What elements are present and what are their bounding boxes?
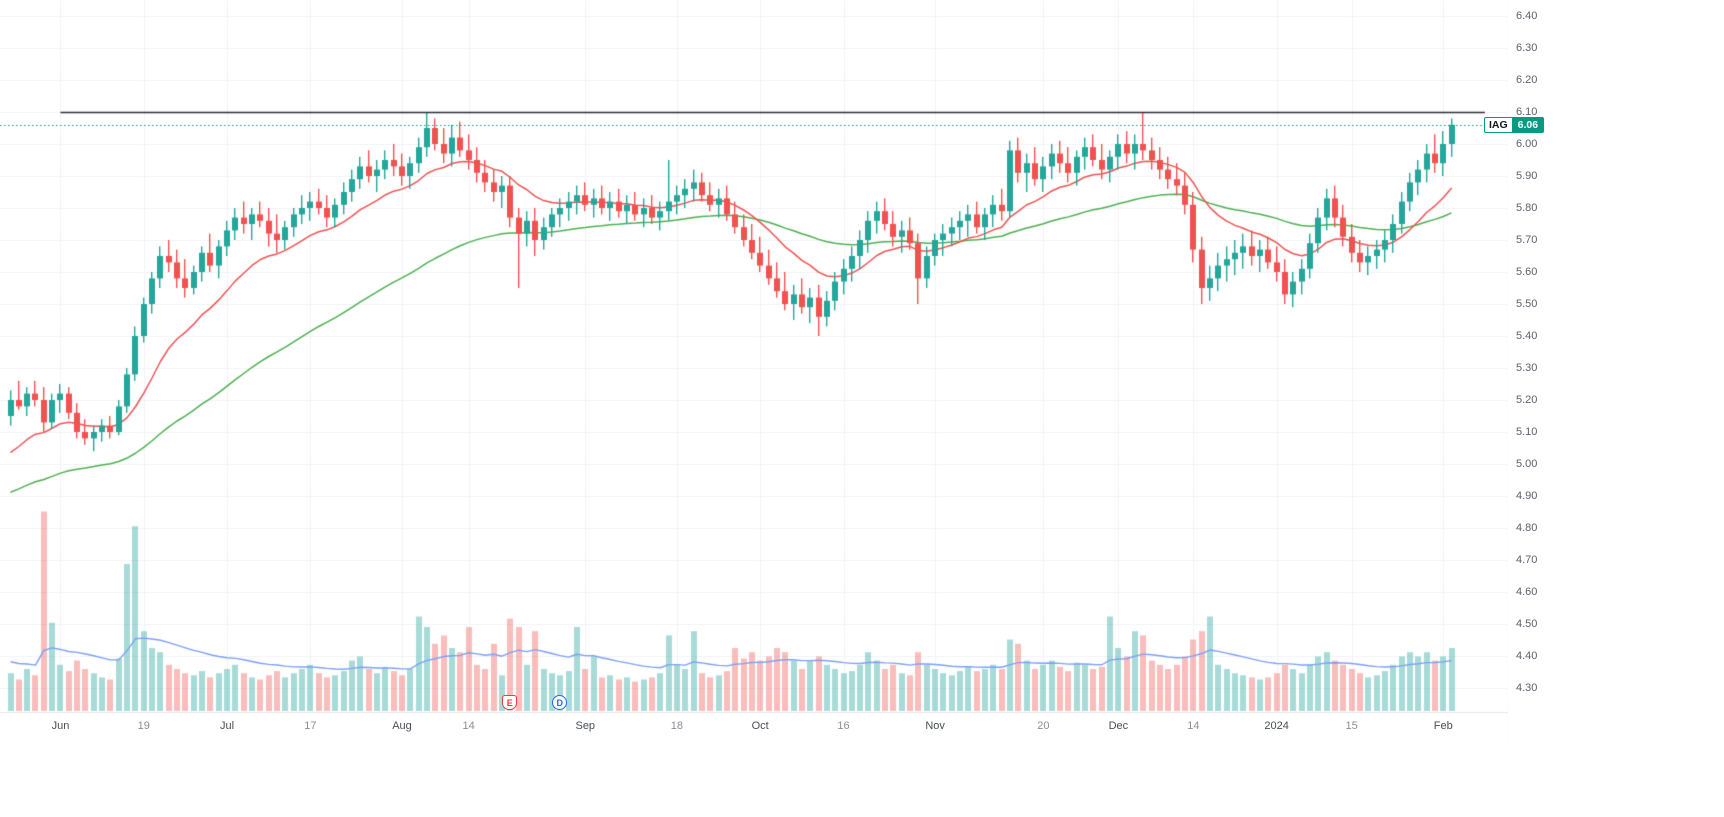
time-tick-label: Dec	[1108, 720, 1129, 732]
price-tick-label: 6.20	[1516, 74, 1538, 86]
price-tick-label: 6.00	[1516, 138, 1538, 150]
time-tick-label: 16	[837, 720, 850, 732]
time-tick-label: 2024	[1264, 720, 1289, 732]
ticker-price-badge: IAG 6.06	[1484, 116, 1545, 133]
time-tick-label: Feb	[1433, 720, 1453, 732]
time-tick-label: Nov	[925, 720, 945, 732]
price-tick-label: 5.30	[1516, 362, 1538, 374]
price-tick-label: 5.20	[1516, 394, 1538, 406]
price-tick-label: 5.70	[1516, 234, 1538, 246]
time-tick-label: Jul	[220, 720, 235, 732]
price-tick-label: 5.90	[1516, 170, 1538, 182]
time-tick-label: Oct	[751, 720, 769, 732]
time-tick-label: 15	[1345, 720, 1358, 732]
price-tick-label: 5.60	[1516, 266, 1538, 278]
time-tick-label: Sep	[575, 720, 596, 732]
price-tick-label: 4.50	[1516, 618, 1538, 630]
price-tick-label: 5.10	[1516, 426, 1538, 438]
badge-price-label: 6.06	[1511, 116, 1545, 133]
dividend-marker-icon[interactable]: D	[552, 695, 568, 710]
price-axis[interactable]: 6.40 6.30 6.20 6.10 6.00 5.90 5.80 5.70 5.60 5.50…	[1508, 0, 1588, 745]
time-axis[interactable]: Jun 19 Jul 17 Aug 14 Sep 18 Oct 16 Nov 20 Dec 14 2024 1…	[0, 712, 1508, 744]
price-tick-label: 5.00	[1516, 458, 1538, 470]
time-tick-label: 17	[304, 720, 317, 732]
price-tick-label: 5.80	[1516, 202, 1538, 214]
time-tick-label: 20	[1037, 720, 1050, 732]
time-tick-label: 18	[670, 720, 684, 732]
price-tick-label: 4.70	[1516, 554, 1538, 566]
price-tick-label: 6.30	[1516, 42, 1538, 54]
price-tick-label: 4.90	[1516, 490, 1538, 502]
time-tick-label: 19	[137, 720, 150, 732]
earnings-marker-icon[interactable]: E	[502, 695, 518, 710]
price-tick-label: 5.50	[1516, 298, 1538, 310]
time-tick-label: 14	[462, 720, 475, 732]
price-tick-label: 5.40	[1516, 330, 1538, 342]
badge-ticker-label: IAG	[1484, 116, 1512, 133]
time-tick-label: 14	[1187, 720, 1200, 732]
price-tick-label: 6.40	[1516, 10, 1538, 22]
time-tick-label: Aug	[392, 720, 412, 732]
price-tick-label: 4.30	[1516, 682, 1538, 694]
price-tick-label: 4.40	[1516, 650, 1538, 662]
time-tick-label: Jun	[51, 720, 70, 732]
price-chart-canvas[interactable]	[0, 0, 1560, 745]
price-tick-label: 6.10	[1516, 106, 1538, 118]
price-tick-label: 4.80	[1516, 522, 1538, 534]
price-tick-label: 4.60	[1516, 586, 1538, 598]
